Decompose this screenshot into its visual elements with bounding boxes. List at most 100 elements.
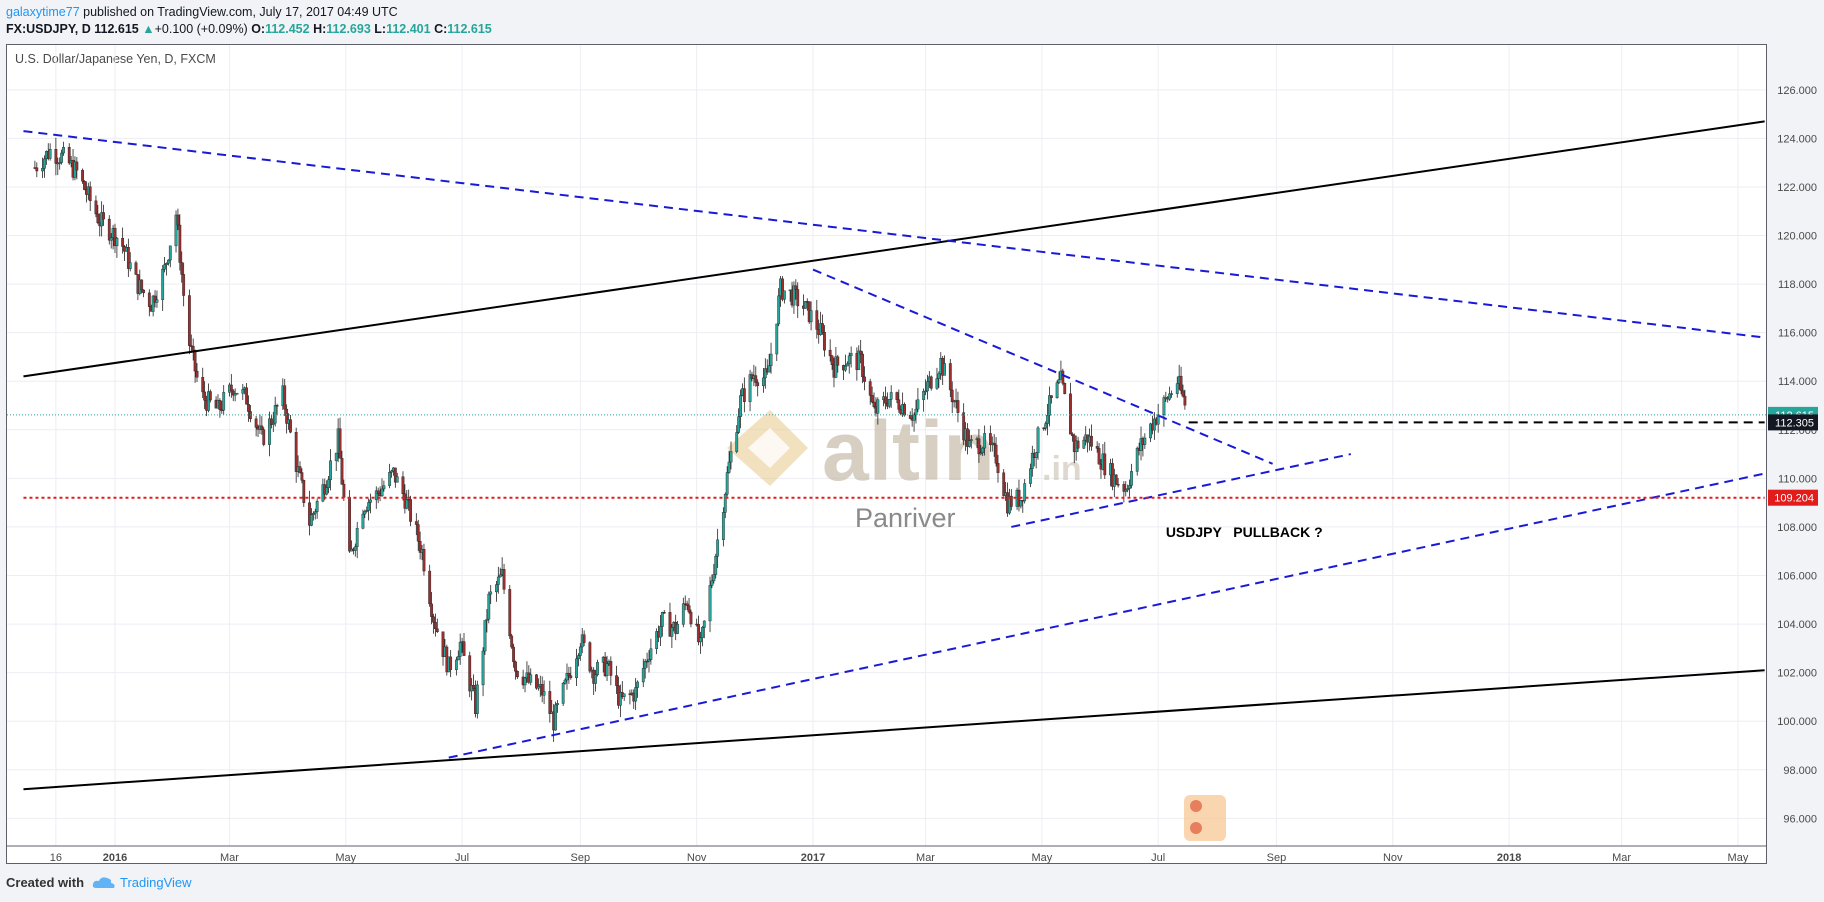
trendline-2[interactable] bbox=[23, 130, 1765, 339]
candle-body bbox=[515, 671, 519, 678]
candle-body bbox=[714, 556, 718, 575]
trendlines bbox=[7, 120, 1766, 791]
candle-body bbox=[268, 418, 271, 445]
candle-body bbox=[914, 408, 918, 416]
trendline-0[interactable] bbox=[23, 120, 1765, 378]
candle-body bbox=[1128, 485, 1131, 489]
candle-body bbox=[207, 391, 210, 411]
candle-body bbox=[628, 693, 632, 695]
candle-body bbox=[563, 679, 567, 684]
candle-body bbox=[762, 377, 765, 387]
candle-body bbox=[289, 419, 292, 433]
candle-body bbox=[142, 289, 146, 294]
candle-body bbox=[231, 390, 235, 396]
candle-body bbox=[729, 451, 733, 463]
candle-body bbox=[908, 414, 912, 419]
candle-body bbox=[685, 603, 689, 606]
candle-body bbox=[847, 355, 851, 365]
candle-body bbox=[935, 378, 939, 389]
candle-body bbox=[430, 603, 433, 617]
tradingview-cloud-icon bbox=[92, 876, 115, 888]
candle-body bbox=[128, 262, 132, 269]
candle-body bbox=[1126, 488, 1130, 491]
candle-body bbox=[1048, 395, 1051, 416]
watermark: altin .in Panriver bbox=[727, 404, 1082, 533]
trendline-5[interactable] bbox=[1011, 453, 1352, 528]
chart-header: galaxytime77 published on TradingView.co… bbox=[6, 4, 492, 38]
candle-body bbox=[41, 168, 44, 172]
x-tick-label: May bbox=[335, 852, 356, 864]
trendline-4[interactable] bbox=[812, 268, 1274, 465]
tradingview-link[interactable]: TradingView bbox=[120, 875, 192, 890]
candle-body bbox=[1181, 390, 1185, 397]
candle-body bbox=[449, 656, 453, 670]
open-value: 112.452 bbox=[265, 22, 310, 36]
y-tick-label: 98.000 bbox=[1783, 765, 1817, 777]
candle-body bbox=[361, 513, 365, 529]
ohlc-line: FX:USDJPY, D 112.615 ▲+0.100 (+0.09%) O:… bbox=[6, 21, 492, 38]
candle-body bbox=[697, 624, 700, 643]
chart-frame[interactable] bbox=[6, 44, 1767, 864]
candle-body bbox=[502, 569, 506, 590]
candle-body bbox=[1097, 448, 1101, 465]
candle-body bbox=[218, 400, 222, 410]
candle-body bbox=[1023, 483, 1027, 502]
candle-body bbox=[60, 152, 64, 163]
candle-body bbox=[1049, 395, 1053, 398]
candle-body bbox=[554, 704, 557, 731]
candle-body bbox=[165, 263, 168, 265]
candle-body bbox=[1122, 484, 1126, 492]
candle-body bbox=[723, 494, 727, 513]
candle-body bbox=[1095, 446, 1099, 449]
candle-body bbox=[844, 365, 847, 371]
candle-body bbox=[727, 461, 731, 473]
candle-body bbox=[1034, 452, 1038, 458]
candle-body bbox=[168, 245, 172, 261]
candle-body bbox=[836, 356, 840, 366]
candle-body bbox=[48, 149, 52, 159]
candle-body bbox=[338, 428, 342, 459]
candle-body bbox=[262, 429, 266, 445]
candle-body bbox=[737, 416, 741, 433]
x-tick-label: Mar bbox=[220, 852, 239, 864]
candle-body bbox=[725, 472, 729, 495]
candle-body bbox=[151, 295, 155, 312]
candle-body bbox=[721, 512, 725, 541]
candle-body bbox=[126, 247, 130, 269]
candle-body bbox=[922, 390, 926, 400]
y-tick-label: 108.000 bbox=[1777, 522, 1817, 534]
candle-body bbox=[300, 472, 304, 481]
candle-body bbox=[260, 425, 264, 430]
candle-body bbox=[409, 499, 413, 522]
candle-body bbox=[578, 646, 582, 656]
candle-body bbox=[767, 365, 771, 373]
price-label-box-1 bbox=[1768, 414, 1818, 431]
candle-body bbox=[535, 674, 538, 689]
candle-body bbox=[1149, 423, 1152, 439]
candle-body bbox=[67, 147, 71, 164]
candle-body bbox=[58, 162, 62, 164]
candle-body bbox=[35, 167, 39, 172]
candle-body bbox=[716, 539, 720, 557]
candle-body bbox=[1019, 500, 1023, 507]
candle-body bbox=[283, 385, 287, 410]
candle-body bbox=[647, 659, 651, 662]
candle-body bbox=[641, 668, 645, 683]
candle-body bbox=[363, 511, 367, 515]
candle-body bbox=[739, 395, 742, 417]
candle-body bbox=[668, 612, 672, 637]
low-value: 112.401 bbox=[386, 22, 431, 36]
candle-body bbox=[508, 589, 512, 637]
x-tick-label: May bbox=[1031, 852, 1052, 864]
candle-body bbox=[435, 628, 439, 632]
candle-body bbox=[967, 440, 971, 447]
candle-body bbox=[109, 237, 113, 241]
last-price: 112.615 bbox=[94, 22, 139, 36]
author-link[interactable]: galaxytime77 bbox=[6, 5, 80, 19]
close-value: 112.615 bbox=[447, 22, 492, 36]
candle-body bbox=[273, 405, 277, 424]
trendline-1[interactable] bbox=[23, 669, 1765, 791]
high-value: 112.693 bbox=[326, 22, 371, 36]
candle-body bbox=[577, 655, 580, 659]
